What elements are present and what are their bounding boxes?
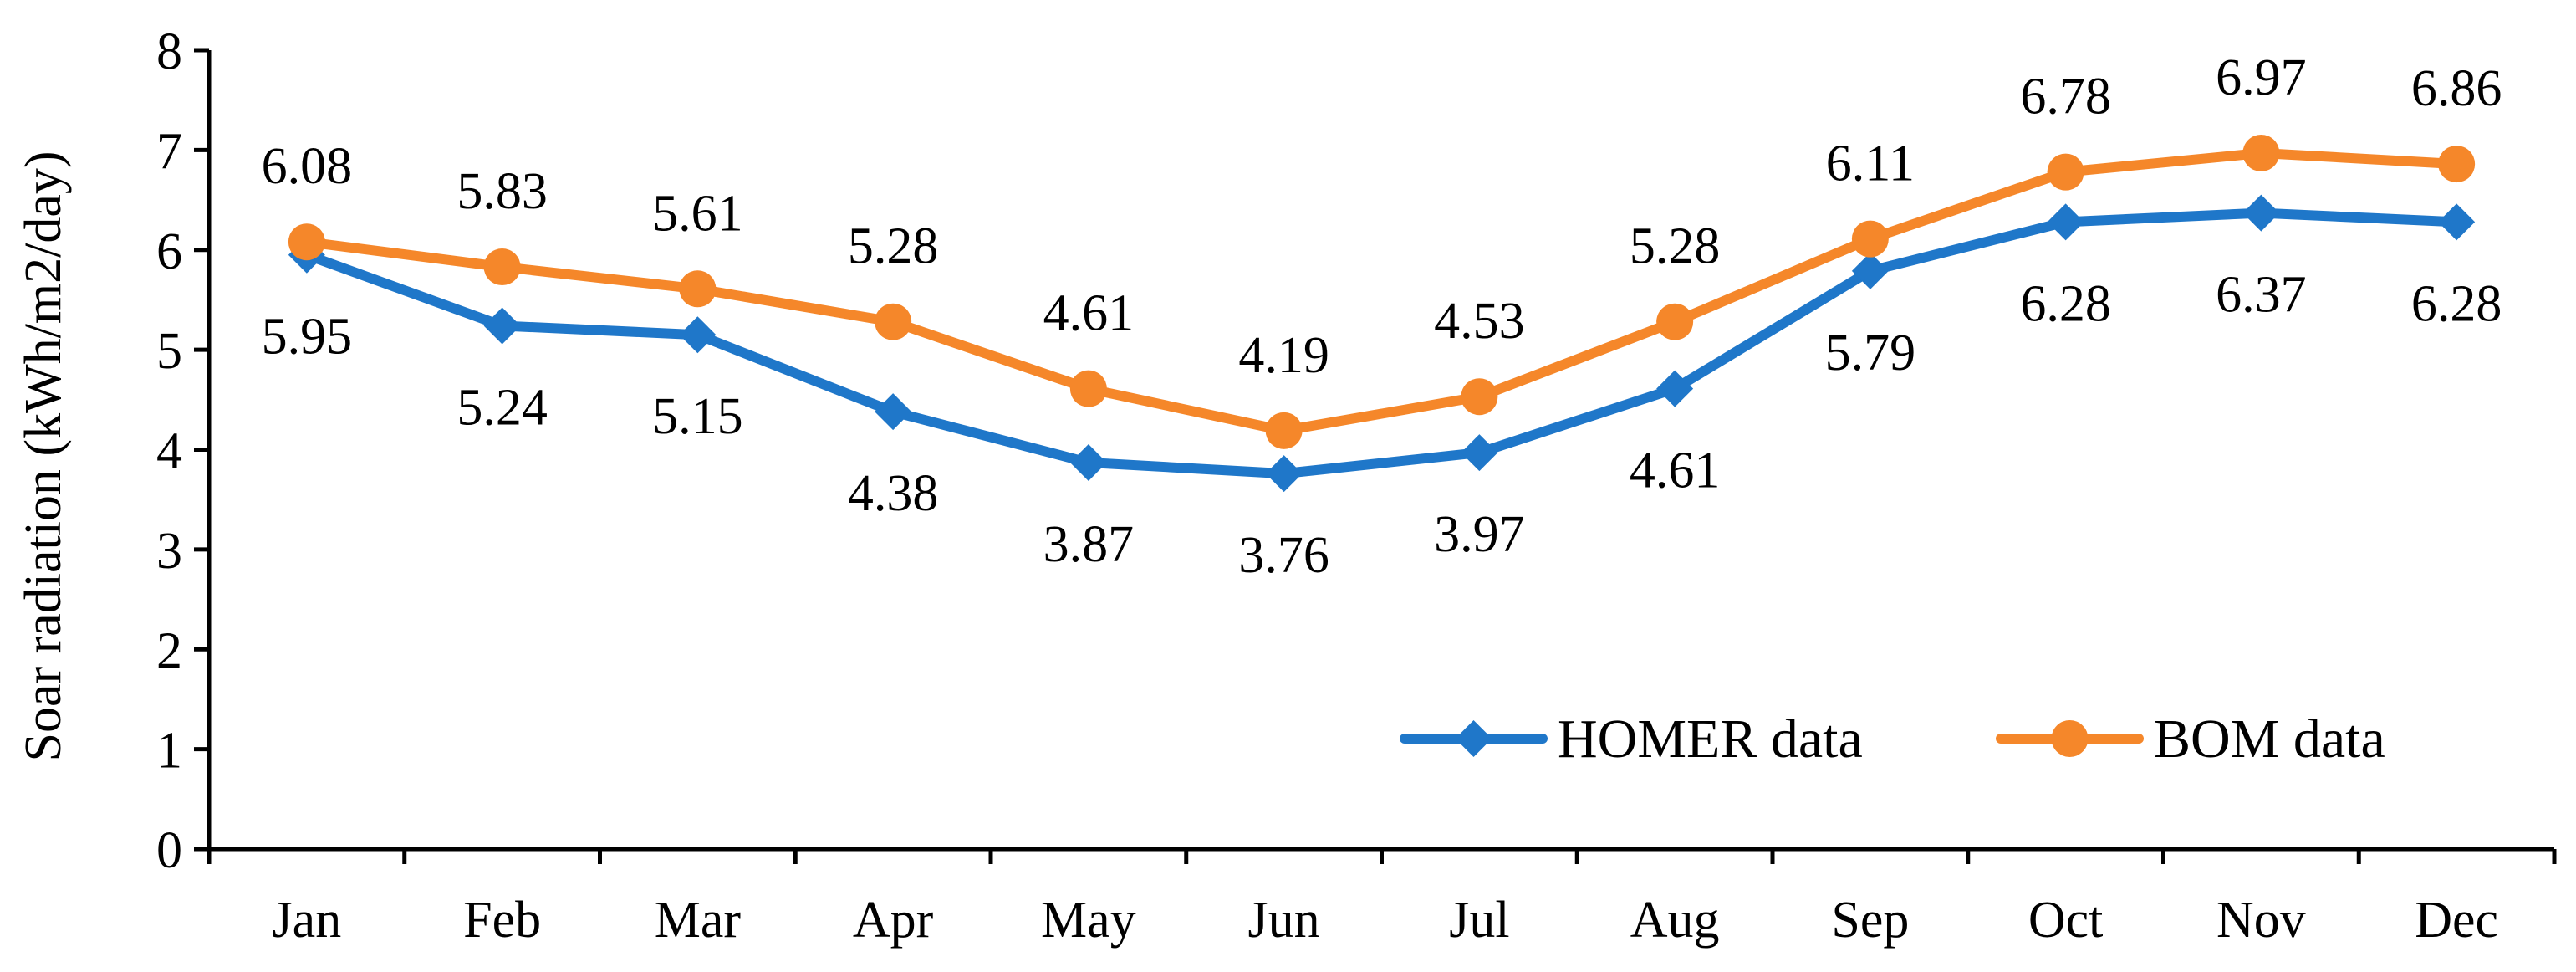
data-label: 4.38: [848, 465, 939, 522]
series-line: [301, 147, 2462, 436]
data-point: [679, 270, 717, 308]
data-point: [875, 393, 912, 431]
y-tick-label: 7: [156, 123, 182, 180]
data-label: 5.24: [457, 379, 548, 436]
data-point: [1656, 370, 1694, 407]
legend-marker: [2051, 720, 2089, 757]
data-point: [288, 223, 325, 261]
data-label: 5.83: [457, 163, 548, 220]
y-axis-title: Soar radiation (kWh/m2/day): [15, 151, 72, 761]
x-tick-label: Nov: [2216, 892, 2306, 949]
data-label: 5.28: [1630, 218, 1721, 275]
data-label: 3.87: [1043, 516, 1135, 573]
data-point: [1851, 252, 1889, 289]
data-label: 5.15: [652, 388, 743, 445]
x-tick-label: Mar: [655, 892, 742, 949]
data-label: 4.19: [1238, 327, 1329, 384]
data-point: [483, 307, 521, 345]
data-point: [875, 303, 912, 340]
data-label: 6.11: [1826, 136, 1915, 192]
y-tick-label: 0: [156, 822, 182, 879]
y-tick-label: 4: [156, 423, 182, 480]
data-point: [2438, 203, 2476, 241]
data-label: 6.78: [2020, 69, 2111, 125]
x-tick-label: Aug: [1630, 892, 1720, 949]
x-tick-label: Sep: [1831, 892, 1909, 949]
data-label: 3.97: [1434, 506, 1525, 563]
series-line: [301, 207, 2462, 479]
data-label: 5.61: [652, 185, 743, 242]
y-tick-label: 1: [156, 723, 182, 780]
x-tick-label: Feb: [463, 892, 541, 949]
data-point: [483, 248, 521, 286]
data-label: 4.53: [1434, 293, 1525, 350]
data-label: 6.86: [2411, 60, 2502, 117]
legend-label: HOMER data: [1558, 709, 1863, 770]
data-label: 6.28: [2020, 275, 2111, 332]
x-tick-label: May: [1041, 892, 1136, 949]
legend-marker: [1455, 720, 1492, 757]
y-tick-label: 6: [156, 223, 182, 280]
legend-item: HOMER data: [1400, 709, 1863, 770]
data-point: [2047, 153, 2084, 191]
data-point: [1265, 455, 1303, 493]
x-tick-label: Jan: [273, 892, 342, 949]
data-label: 6.37: [2216, 267, 2307, 324]
data-point: [1461, 434, 1498, 472]
data-point: [1069, 370, 1107, 407]
data-point: [2242, 194, 2280, 232]
x-tick-label: Oct: [2028, 892, 2104, 949]
data-point: [1265, 412, 1303, 449]
chart-legend: HOMER data BOM data: [1400, 709, 2385, 770]
data-label: 5.95: [262, 309, 353, 366]
data-label: 3.76: [1238, 527, 1329, 584]
data-point: [2047, 203, 2084, 241]
data-point: [1851, 220, 1889, 258]
y-tick-label: 5: [156, 323, 182, 380]
data-point: [679, 316, 717, 354]
data-point: [2242, 134, 2280, 171]
data-point: [1461, 378, 1498, 416]
data-label: 5.79: [1825, 325, 1916, 381]
y-tick-label: 8: [156, 23, 182, 80]
chart-series: [288, 134, 2476, 493]
data-label: 4.61: [1043, 285, 1135, 342]
y-tick-label: 2: [156, 622, 182, 679]
legend-label: BOM data: [2154, 709, 2385, 770]
data-point: [1069, 444, 1107, 482]
x-tick-label: Dec: [2415, 892, 2498, 949]
x-tick-label: Jun: [1248, 892, 1320, 949]
series-0: [288, 194, 2476, 493]
data-point: [1656, 303, 1694, 340]
data-label: 6.08: [262, 138, 353, 195]
data-label: 4.61: [1630, 443, 1721, 499]
x-tick-label: Jul: [1449, 892, 1509, 949]
data-point: [2438, 146, 2476, 183]
chart-axes: 0 1 2 3 4 5 6 7 8 Jan Feb Mar Apr May Jun Jul Aug Sep Oct N…: [156, 23, 2557, 949]
data-label: 5.28: [848, 218, 939, 275]
legend-item: BOM data: [1996, 709, 2385, 770]
data-label: 6.97: [2216, 49, 2307, 106]
y-tick-label: 3: [156, 523, 182, 580]
x-tick-label: Apr: [853, 892, 934, 949]
chart-data-labels: 5.95 5.24 5.15 4.38 3.87 3.76 3.97 4.61 5.79 6.28…: [262, 49, 2502, 584]
data-label: 6.28: [2411, 275, 2502, 332]
series-1: [288, 134, 2476, 449]
